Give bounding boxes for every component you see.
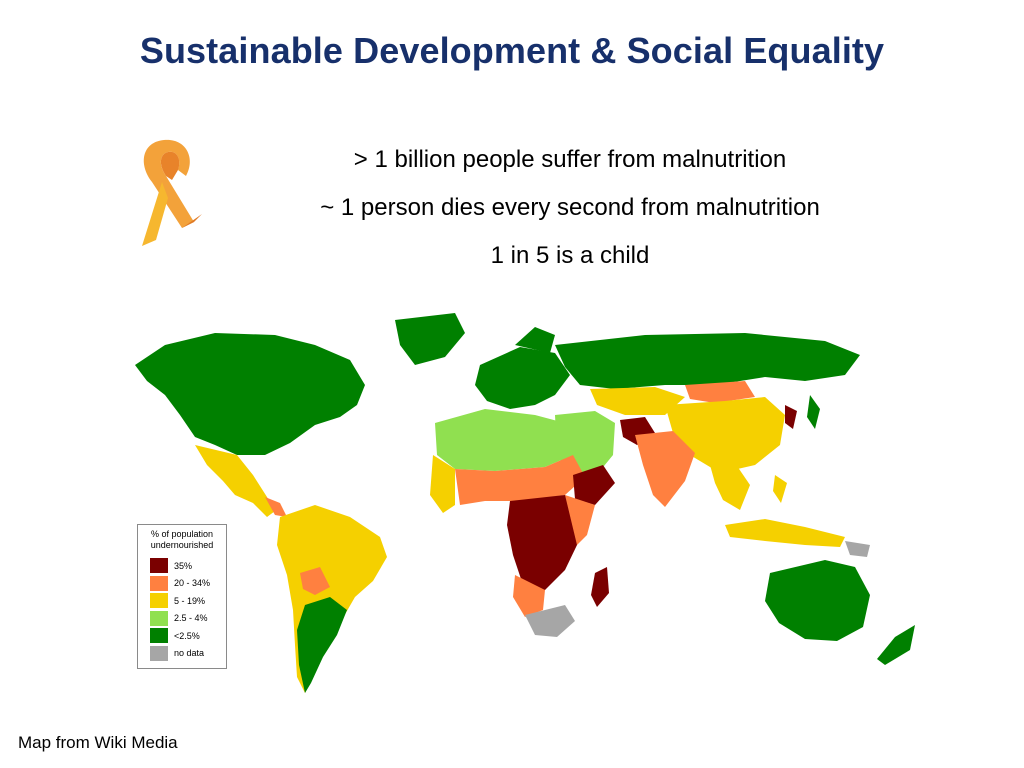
southeast-asia <box>710 463 750 510</box>
korea <box>785 405 797 429</box>
southern-africa <box>525 605 575 637</box>
philippines <box>773 475 787 503</box>
madagascar <box>591 567 609 607</box>
greenland <box>395 313 465 365</box>
indonesia <box>725 519 845 547</box>
india <box>635 431 695 507</box>
scandinavia <box>515 327 555 353</box>
japan <box>807 395 820 429</box>
legend-list: 35% 20 - 34% 5 - 19% 2.5 - 4% <2.5% no d… <box>138 557 226 662</box>
legend-item: 2.5 - 4% <box>150 610 226 628</box>
legend-swatch <box>150 558 168 574</box>
awareness-ribbon-icon <box>142 139 202 246</box>
legend-item: no data <box>150 645 226 663</box>
legend-item: 35% <box>150 557 226 575</box>
bullet-list: > 1 billion people suffer from malnutrit… <box>240 140 900 284</box>
angola-namibia <box>513 575 545 617</box>
central-america-south <box>265 497 287 517</box>
legend-item: 20 - 34% <box>150 575 226 593</box>
legend-swatch <box>150 593 168 609</box>
bullet-child: 1 in 5 is a child <box>490 242 650 269</box>
mongolia <box>685 381 755 403</box>
legend-item: <2.5% <box>150 627 226 645</box>
legend-swatch <box>150 575 168 591</box>
southern-cone <box>297 597 347 693</box>
north-america <box>135 333 365 455</box>
central-east-africa <box>507 495 580 590</box>
legend-swatch <box>150 610 168 626</box>
legend-item: 5 - 19% <box>150 592 226 610</box>
europe <box>475 347 570 409</box>
east-africa-orange <box>565 495 595 545</box>
papua <box>845 541 870 557</box>
north-africa <box>435 409 573 471</box>
map-legend: % of population undernourished 35% 20 - … <box>137 524 227 669</box>
world-undernourishment-map <box>135 313 915 693</box>
map-credit: Map from Wiki Media <box>18 733 178 752</box>
bullet-malnutrition: > 1 billion people suffer from malnutrit… <box>353 146 787 173</box>
west-africa-coast <box>430 455 455 513</box>
australia <box>765 560 870 641</box>
legend-title: % of population undernourished <box>150 529 214 550</box>
bolivia <box>300 567 330 595</box>
russia <box>555 333 860 389</box>
sahel <box>455 455 585 505</box>
central-asia <box>590 387 685 415</box>
legend-swatch <box>150 645 168 661</box>
china <box>665 397 785 473</box>
slide-title: Sustainable Development & Social Equalit… <box>139 30 885 71</box>
legend-swatch <box>150 628 168 644</box>
new-zealand <box>877 625 915 665</box>
horn-of-africa <box>573 465 615 505</box>
mexico-central-america <box>195 445 275 517</box>
bullet-death-rate: ~ 1 person dies every second from malnut… <box>320 194 820 221</box>
